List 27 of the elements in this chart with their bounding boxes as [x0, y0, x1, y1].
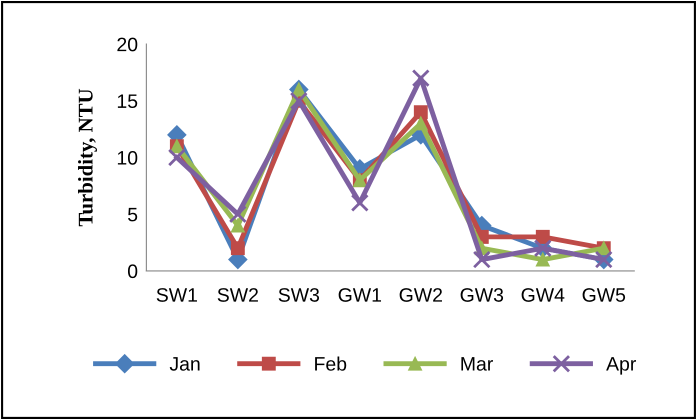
x-tick-label: GW5 [582, 288, 626, 302]
point [412, 69, 430, 88]
y-axis-title: Turbidity, NTU [78, 88, 97, 226]
legend-label: Apr [606, 357, 636, 375]
point [230, 241, 245, 256]
point [472, 250, 491, 269]
y-tick-label: 15 [118, 94, 138, 108]
x-tick-label: GW4 [522, 288, 564, 302]
y-tick-label: 10 [118, 150, 138, 165]
point [350, 194, 369, 212]
legend-label: Mar [461, 357, 493, 371]
y-tick-label: 5 [128, 208, 138, 222]
x-tick-label: SW3 [278, 288, 320, 302]
y-tick-label: 0 [128, 264, 138, 278]
x-tick-label: GW1 [338, 288, 382, 302]
point [168, 148, 186, 167]
x-tick-label: GW3 [460, 288, 504, 302]
point [414, 105, 428, 120]
point [230, 218, 245, 232]
point [536, 252, 550, 267]
y-tick-label: 20 [117, 38, 138, 52]
legend-label: Jan [170, 357, 200, 371]
point [228, 205, 247, 224]
x-tick-label: GW2 [400, 288, 442, 302]
x-tick-label: SW2 [218, 288, 258, 302]
legend-label: Feb [315, 356, 346, 371]
x-tick-label: SW1 [156, 288, 197, 302]
